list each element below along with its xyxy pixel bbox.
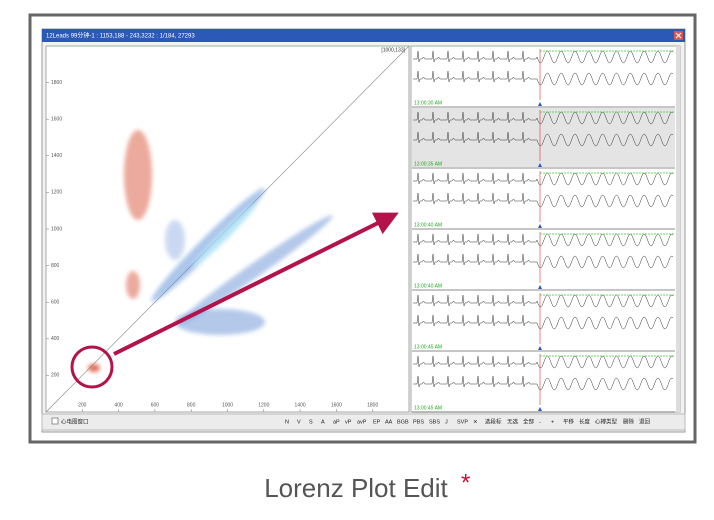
y-tick-label: 600 xyxy=(51,300,60,306)
corner-label: [1000,133] xyxy=(381,47,405,53)
x-tick-label: 1800 xyxy=(367,402,378,408)
toolbar-button[interactable]: vP xyxy=(345,419,352,425)
x-tick-label: 1200 xyxy=(258,402,269,408)
title-bar xyxy=(42,29,685,42)
toolbar-button[interactable]: BGB xyxy=(397,419,409,425)
y-tick-label: 800 xyxy=(51,263,60,269)
toolbar-button[interactable]: EP xyxy=(373,419,381,425)
checkbox-label: 心电图窗口 xyxy=(61,417,89,425)
ecg-trace xyxy=(413,111,674,125)
toolbar-button[interactable]: + xyxy=(551,419,554,425)
ecg-trace xyxy=(413,70,674,86)
window-title: 12Leads 99分钟-1 : 1153,188 - 243,3232 : 1… xyxy=(46,32,195,40)
x-tick-label: 1000 xyxy=(222,402,233,408)
toolbar-button[interactable]: - xyxy=(539,419,541,425)
x-tick-label: 600 xyxy=(151,402,160,408)
strip-time: 13:00:40 AM xyxy=(414,283,442,289)
toolbar-button[interactable]: N xyxy=(285,419,289,425)
toolbar-button[interactable]: 无选 xyxy=(507,417,519,425)
toolbar-button[interactable]: PBS xyxy=(413,419,424,425)
x-tick-label: 400 xyxy=(114,402,123,408)
x-tick-label: 1400 xyxy=(295,402,306,408)
ecg-trace xyxy=(413,192,674,208)
toolbar-button[interactable]: SBS xyxy=(429,419,440,425)
strip-time: 13:00:35 AM xyxy=(414,161,442,167)
marker-triangle xyxy=(538,407,542,411)
toolbar-button[interactable]: 平移 xyxy=(563,417,575,425)
strip-time: 13:00:40 AM xyxy=(414,222,442,228)
strip-time: 13:00:30 AM xyxy=(414,100,442,106)
marker-triangle xyxy=(538,346,542,350)
toolbar-button[interactable]: 全部 xyxy=(523,417,535,425)
strip-time: 13:00:45 AM xyxy=(414,344,442,350)
marker-triangle xyxy=(538,102,542,106)
y-tick-label: 400 xyxy=(51,336,60,342)
y-tick-label: 1400 xyxy=(51,153,62,159)
ecg-trace xyxy=(413,375,674,391)
ecg-trace xyxy=(413,253,674,269)
strip-time: 13:00:45 AM xyxy=(414,405,442,411)
ecg-trace xyxy=(413,355,674,369)
x-tick-label: 1600 xyxy=(331,402,342,408)
toolbar-button[interactable]: AA xyxy=(385,419,393,425)
ecg-trace xyxy=(413,131,674,147)
toolbar-button[interactable]: ✕ xyxy=(473,419,478,425)
toolbar-button[interactable]: aP xyxy=(333,419,340,425)
caption: Lorenz Plot Edit xyxy=(264,473,448,503)
scatter-clouds xyxy=(88,130,333,372)
y-tick-label: 200 xyxy=(51,373,60,379)
ecg-trace xyxy=(413,50,674,64)
toolbar-button[interactable]: 选段标 xyxy=(485,417,502,425)
toolbar-button[interactable]: SVP xyxy=(457,419,468,425)
ecg-trace xyxy=(413,233,674,247)
x-tick-label: 800 xyxy=(187,402,196,408)
toolbar xyxy=(41,413,686,431)
x-tick-label: 200 xyxy=(78,402,87,408)
scrollbar[interactable] xyxy=(676,46,680,412)
y-tick-label: 1000 xyxy=(51,226,62,232)
marker-triangle xyxy=(538,163,542,167)
caption-mark: * xyxy=(461,469,470,496)
toolbar-button[interactable]: 删除 xyxy=(623,417,635,425)
ecg-trace xyxy=(413,294,674,308)
y-tick-label: 1800 xyxy=(51,80,62,86)
ecg-trace xyxy=(413,172,674,186)
toolbar-button[interactable]: avP xyxy=(357,419,367,425)
toolbar-button[interactable]: 长度 xyxy=(579,417,591,425)
toolbar-button[interactable]: 退回 xyxy=(639,417,651,425)
strip-selected xyxy=(412,108,675,167)
marker-triangle xyxy=(538,224,542,228)
toolbar-button[interactable]: S xyxy=(309,419,313,425)
arrow xyxy=(113,212,399,356)
checkbox[interactable] xyxy=(51,417,59,425)
ecg-trace xyxy=(413,314,674,330)
toolbar-button[interactable]: V xyxy=(297,419,301,425)
toolbar-button[interactable]: 心搏类型 xyxy=(595,417,618,425)
highlight-circle xyxy=(70,345,114,389)
y-tick-label: 1600 xyxy=(51,117,62,123)
close-icon xyxy=(675,32,682,39)
toolbar-button[interactable]: A xyxy=(321,419,325,425)
marker-triangle xyxy=(538,285,542,289)
y-tick-label: 1200 xyxy=(51,190,62,196)
toolbar-button[interactable]: J xyxy=(445,419,448,425)
